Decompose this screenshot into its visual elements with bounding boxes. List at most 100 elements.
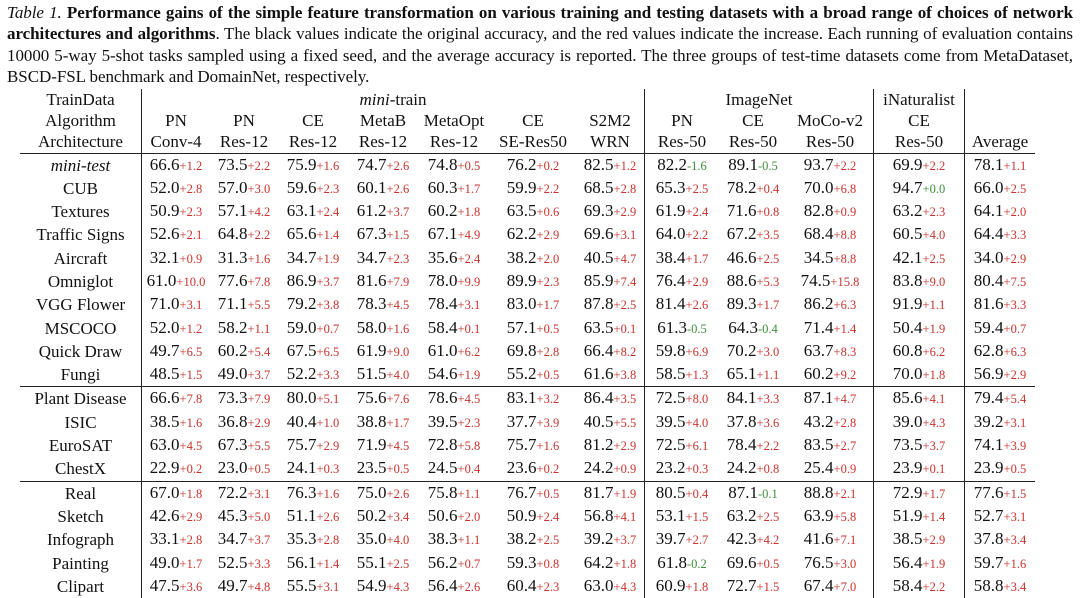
value-cell: 60.9+1.8 <box>644 574 719 598</box>
value-cell: 62.8+6.3 <box>964 339 1035 364</box>
accuracy-delta: +6.3 <box>1003 344 1027 359</box>
base-accuracy: 39.5 <box>655 411 686 431</box>
accuracy-delta: +3.3 <box>1003 298 1027 313</box>
value-cell: 60.8+6.2 <box>873 339 965 364</box>
value-cell: 60.2+1.8 <box>418 200 490 223</box>
base-accuracy: 38.2 <box>506 529 537 549</box>
row-label: VGG Flower <box>35 295 126 315</box>
value-cell: 78.1+1.1 <box>964 152 1035 177</box>
value-cell: 40.4+1.0 <box>278 411 348 434</box>
base-accuracy: 38.4 <box>655 247 686 267</box>
base-accuracy: 58.8 <box>973 575 1004 595</box>
accuracy-delta: +7.6 <box>386 392 410 407</box>
accuracy-delta: +1.9 <box>922 321 946 336</box>
accuracy-delta: +2.0 <box>457 509 481 524</box>
value-cell: 38.5+1.6 <box>141 410 210 435</box>
value-cell: 52.0+1.2 <box>141 316 210 340</box>
value-cell: 56.8+4.1 <box>576 505 645 528</box>
base-accuracy: 39.2 <box>583 529 614 549</box>
accuracy-delta: +2.7 <box>833 439 857 454</box>
accuracy-delta: -0.2 <box>686 556 707 571</box>
value-cell: 74.5+15.8 <box>787 270 874 293</box>
base-accuracy: 63.2 <box>726 505 757 525</box>
table-row: Real 67.0+1.8 72.2+3.1 76.3+1.6 75.0+2.6 75.8… <box>20 480 1035 505</box>
value-cell: 69.6+0.5 <box>719 552 787 575</box>
header-arch-10: Res-50 <box>873 131 965 154</box>
value-cell: 76.7+0.5 <box>490 480 576 505</box>
accuracy-delta: +2.2 <box>536 181 560 196</box>
accuracy-delta: +3.5 <box>756 228 780 243</box>
accuracy-delta: +9.0 <box>386 344 410 359</box>
value-cell: 87.1+4.7 <box>787 386 874 411</box>
base-accuracy: 80.5 <box>655 482 686 502</box>
accuracy-delta: +3.1 <box>247 486 271 501</box>
base-accuracy: 77.6 <box>973 482 1004 502</box>
accuracy-delta: +2.8 <box>179 181 203 196</box>
value-cell: 55.2+0.5 <box>490 363 576 387</box>
value-cell: 51.9+1.4 <box>873 504 965 529</box>
base-accuracy: 75.0 <box>356 482 387 502</box>
accuracy-delta: +0.7 <box>1003 321 1027 336</box>
value-cell: 32.1+0.9 <box>141 246 210 270</box>
value-cell: 83.5+2.7 <box>787 434 874 457</box>
value-cell: 70.0+6.8 <box>787 177 874 200</box>
value-cell: 67.5+6.5 <box>278 340 348 363</box>
header-alg-3: MetaB <box>359 110 407 130</box>
accuracy-delta: +1.1 <box>457 486 481 501</box>
accuracy-delta: +3.5 <box>613 392 637 407</box>
table-row: Quick Draw 49.7+6.5 60.2+5.4 67.5+6.5 61.9+9… <box>20 339 1035 364</box>
base-accuracy: 24.1 <box>286 458 317 478</box>
value-cell: 88.8+2.1 <box>787 480 874 505</box>
value-cell: 39.0+4.3 <box>873 410 965 435</box>
results-table: TrainData mini-train ImageNet iNaturalis… <box>20 88 1035 598</box>
base-accuracy: 64.3 <box>728 317 758 337</box>
value-cell: 81.7+1.9 <box>576 480 645 505</box>
header-alg-8: CE <box>742 110 764 130</box>
value-cell: 65.3+2.5 <box>644 176 719 201</box>
base-accuracy: 72.8 <box>427 435 458 455</box>
accuracy-delta: +3.8 <box>316 298 340 313</box>
accuracy-delta: +3.9 <box>1003 439 1027 454</box>
base-accuracy: 65.1 <box>726 364 757 384</box>
value-cell: 65.6+1.4 <box>278 223 348 246</box>
base-accuracy: 67.5 <box>286 340 317 360</box>
row-label: Fungi <box>60 365 101 385</box>
caption-bold: Performance gains of the simple feature … <box>7 3 1073 44</box>
accuracy-delta: +4.1 <box>613 509 637 524</box>
value-cell: 72.5+6.1 <box>644 434 719 458</box>
base-accuracy: 42.1 <box>892 247 923 267</box>
table-caption: Table 1. Performance gains of the simple… <box>7 2 1073 88</box>
accuracy-delta: +1.5 <box>179 368 203 383</box>
value-cell: 78.6+4.5 <box>418 386 490 411</box>
accuracy-delta: +0.4 <box>685 486 709 501</box>
base-accuracy: 36.8 <box>217 411 248 431</box>
accuracy-delta: +5.4 <box>247 344 271 359</box>
value-cell: 59.0+0.7 <box>278 317 348 340</box>
accuracy-delta: +2.4 <box>316 205 340 220</box>
base-accuracy: 83.8 <box>892 271 923 290</box>
accuracy-delta: +1.4 <box>922 509 946 524</box>
base-accuracy: 63.2 <box>892 201 923 221</box>
base-accuracy: 23.6 <box>506 458 537 478</box>
accuracy-delta: +0.4 <box>756 181 780 196</box>
base-accuracy: 69.3 <box>583 201 614 221</box>
accuracy-delta: +0.9 <box>833 205 857 220</box>
base-accuracy: 56.2 <box>427 552 458 572</box>
accuracy-delta: +3.7 <box>922 439 946 454</box>
caption-body: . The black values indicate the original… <box>7 24 1074 87</box>
value-cell: 36.8+2.9 <box>210 411 278 434</box>
accuracy-delta: +0.5 <box>1003 462 1027 477</box>
value-cell: 34.7+1.9 <box>278 247 348 270</box>
accuracy-delta: +2.4 <box>685 205 709 220</box>
value-cell: 64.4+3.3 <box>964 223 1035 247</box>
base-accuracy: 60.3 <box>427 177 458 197</box>
value-cell: 67.3+5.5 <box>210 434 278 457</box>
table-row: Painting 49.0+1.7 52.5+3.3 56.1+1.4 55.1+2.5… <box>20 551 1035 575</box>
base-accuracy: 78.1 <box>973 154 1004 174</box>
accuracy-delta: +2.8 <box>613 181 637 196</box>
base-accuracy: 61.0 <box>427 340 458 360</box>
value-cell: 34.7+2.3 <box>348 247 418 270</box>
base-accuracy: 72.2 <box>217 482 248 502</box>
accuracy-delta: +4.3 <box>386 579 410 594</box>
value-cell: 61.2+3.7 <box>348 200 418 223</box>
